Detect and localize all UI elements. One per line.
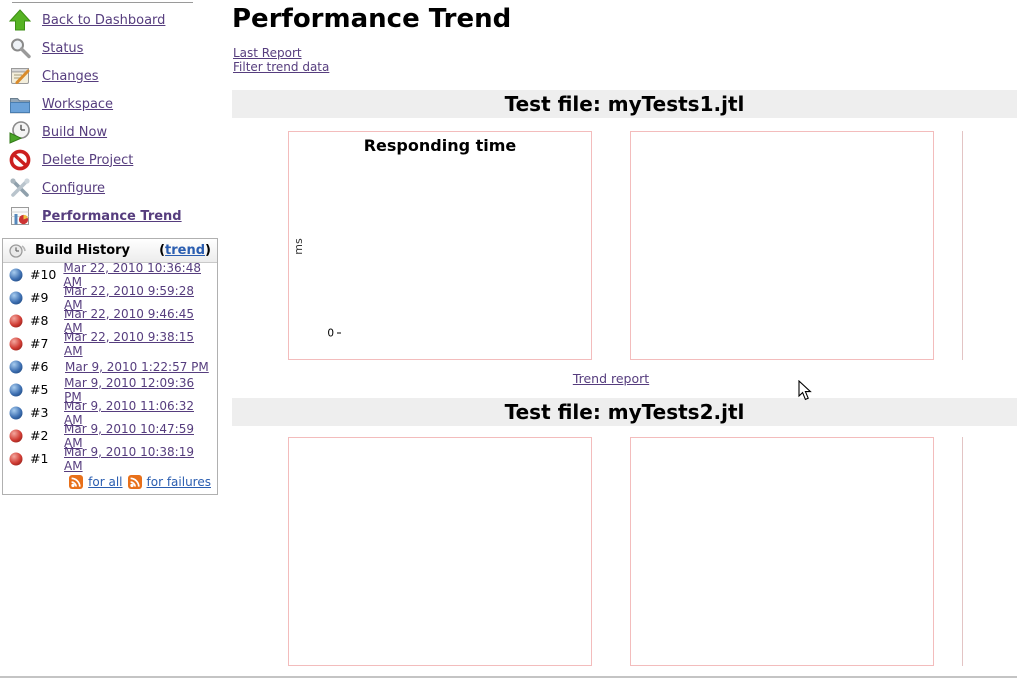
sidebar-nav: Back to Dashboard Status Changes Workspace B… [4,6,228,230]
rss-icon [69,475,84,489]
sidebar-item-label[interactable]: Build Now [42,124,108,140]
trend-report-row: Trend report [288,371,934,386]
chart-percentage-errors-2 [630,437,934,666]
sidebar-item-label[interactable]: Performance Trend [42,208,182,224]
build-number: #3 [30,405,49,420]
table-divider [962,131,963,360]
build-number: #7 [30,336,49,351]
footer-divider [0,676,1017,678]
build-history-trend: (trend) [159,243,211,258]
build-status-ball-blue-icon [9,268,23,282]
search-icon [8,36,32,60]
build-number: #6 [30,359,49,374]
build-history-row: #6 Mar 9, 2010 1:22:57 PM [3,355,217,378]
sidebar-item-label[interactable]: Workspace [42,96,114,112]
tools-icon [8,176,32,200]
sidebar-item-label[interactable]: Configure [42,180,106,196]
build-status-ball-blue-icon [9,360,23,374]
paren-close: ) [205,243,211,258]
chart-percentage-errors-1 [630,131,934,360]
build-history-title: Build History [35,243,131,258]
build-history-panel: Build History (trend) #10 Mar 22, 2010 10… [2,238,218,495]
build-history-row: #7 Mar 22, 2010 9:38:15 AM [3,329,217,358]
build-status-ball-red-icon [9,337,23,351]
build-history-rows: #10 Mar 22, 2010 10:36:48 AM #9 Mar 22, 201… [3,260,217,473]
rss-for-all-link[interactable]: for all [88,475,123,489]
sidebar-item-status[interactable]: Status [4,34,228,62]
build-status-ball-blue-icon [9,383,23,397]
prohibition-icon [8,148,32,172]
build-status-ball-red-icon [9,314,23,328]
last-report-link[interactable]: Last Report [233,46,302,60]
build-history-row: #9 Mar 22, 2010 9:59:28 AM [3,283,217,312]
build-history-row: #8 Mar 22, 2010 9:46:45 AM [3,306,217,335]
sidebar-item-build-now[interactable]: Build Now [4,118,228,146]
build-number: #2 [30,428,49,443]
sidebar-item-configure[interactable]: Configure [4,174,228,202]
chart-title: Responding time [364,136,517,155]
build-date-link[interactable]: Mar 9, 2010 1:22:57 PM [65,359,209,374]
build-date-link[interactable]: Mar 22, 2010 9:38:15 AM [64,329,194,358]
rss-icon [127,475,142,489]
build-date-link[interactable]: Mar 22, 2010 9:59:28 AM [64,283,194,312]
build-number: #5 [30,382,49,397]
y-axis-label: ms [292,238,305,255]
test-file-banner-1: Test file: myTests1.jtl [232,90,1017,118]
build-history-row: #10 Mar 22, 2010 10:36:48 AM [3,260,217,289]
sidebar-item-changes[interactable]: Changes [4,62,228,90]
history-clock-icon [9,243,27,259]
build-history-row: #2 Mar 9, 2010 10:47:59 AM [3,421,217,450]
build-status-ball-blue-icon [9,406,23,420]
build-history-footer: for all for failures [3,470,217,494]
sidebar-item-delete-project[interactable]: Delete Project [4,146,228,174]
build-number: #9 [30,290,49,305]
build-date-link[interactable]: Mar 22, 2010 10:36:48 AM [63,260,201,289]
changes-icon [8,64,32,88]
chart-icon [8,204,32,228]
page-title: Performance Trend [232,4,512,34]
sidebar-item-label[interactable]: Status [42,40,84,56]
folder-icon [8,92,32,116]
build-status-ball-blue-icon [9,291,23,305]
build-status-ball-red-icon [9,429,23,443]
cutoff-divider [12,2,193,3]
y-tick-label: 0 [327,328,334,340]
chart-responding-time-2 [288,437,592,666]
table-divider [962,437,963,666]
build-status-ball-red-icon [9,452,23,466]
build-date-link[interactable]: Mar 9, 2010 11:06:32 AM [64,398,194,427]
build-history-row: #5 Mar 9, 2010 12:09:36 PM [3,375,217,404]
build-date-link[interactable]: Mar 9, 2010 10:38:19 AM [64,444,194,473]
rss-for-failures-link[interactable]: for failures [146,475,211,489]
build-number: #1 [30,451,49,466]
build-date-link[interactable]: Mar 9, 2010 12:09:36 PM [64,375,195,404]
trend-report-link[interactable]: Trend report [572,371,650,386]
test-file-banner-2: Test file: myTests2.jtl [232,398,1017,426]
filter-trend-data-link[interactable]: Filter trend data [233,60,330,74]
paren-open: ( [159,243,166,258]
up-arrow-icon [8,8,32,32]
build-clock-icon [8,120,32,144]
build-history-row: #1 Mar 9, 2010 10:38:19 AM [3,444,217,473]
build-history-row: #3 Mar 9, 2010 11:06:32 AM [3,398,217,427]
build-number: #8 [30,313,49,328]
sidebar-item-label[interactable]: Delete Project [42,152,134,168]
build-history-header: Build History (trend) [3,239,217,263]
chart-responding-time-1: Responding time ms 0 [288,131,592,360]
mouse-cursor [798,380,812,401]
build-date-link[interactable]: Mar 9, 2010 10:47:59 AM [64,421,194,450]
sidebar-item-performance-trend[interactable]: Performance Trend [4,202,228,230]
sidebar-item-workspace[interactable]: Workspace [4,90,228,118]
sidebar-item-label[interactable]: Changes [42,68,99,84]
trend-link[interactable]: trend [165,243,206,258]
build-date-link[interactable]: Mar 22, 2010 9:46:45 AM [64,306,194,335]
sidebar-item-back-to-dashboard[interactable]: Back to Dashboard [4,6,228,34]
sidebar-item-label[interactable]: Back to Dashboard [42,12,166,28]
build-number: #10 [30,267,57,282]
